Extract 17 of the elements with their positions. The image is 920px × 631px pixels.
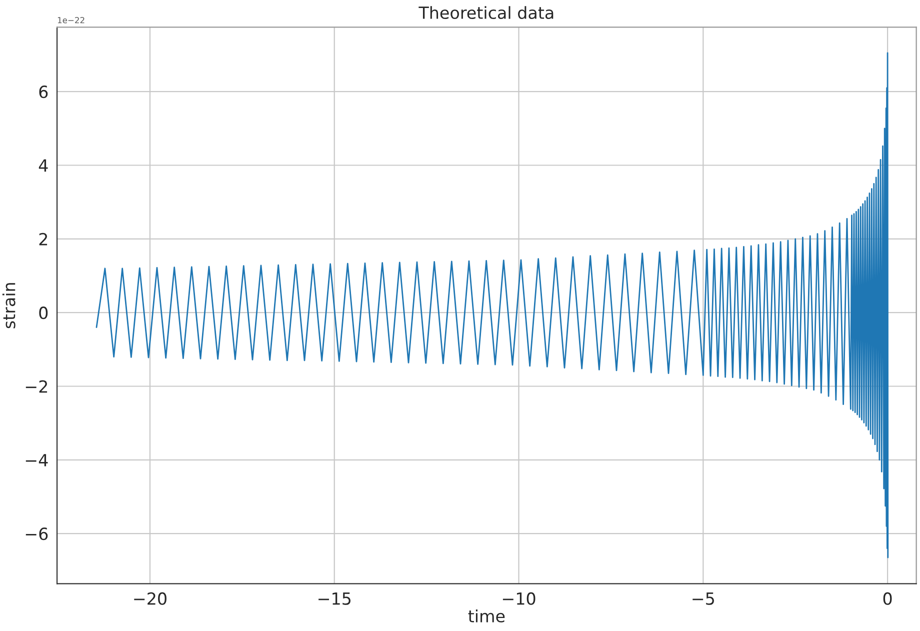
line-series <box>96 52 889 558</box>
y-tick-label: 2 <box>39 232 48 246</box>
y-tick-label: −6 <box>26 528 48 540</box>
x-tick-label: −20 <box>134 592 166 605</box>
y-tick-label: −4 <box>26 454 48 466</box>
y-tick-label: −2 <box>26 380 48 393</box>
y-axis-title: strain <box>2 283 16 328</box>
x-tick-label: 0 <box>883 592 892 605</box>
x-tick-label: −15 <box>318 592 350 605</box>
y-tick-label: 0 <box>39 306 48 320</box>
x-tick-label: −5 <box>692 592 714 605</box>
x-tick-label: −10 <box>502 592 536 605</box>
x-axis-title: time <box>468 610 505 622</box>
y-tick-label: 4 <box>38 159 48 172</box>
chart-title: Theoretical data <box>418 6 554 20</box>
text: 1e−22 <box>58 16 84 24</box>
y-tick-label: 6 <box>39 86 48 98</box>
